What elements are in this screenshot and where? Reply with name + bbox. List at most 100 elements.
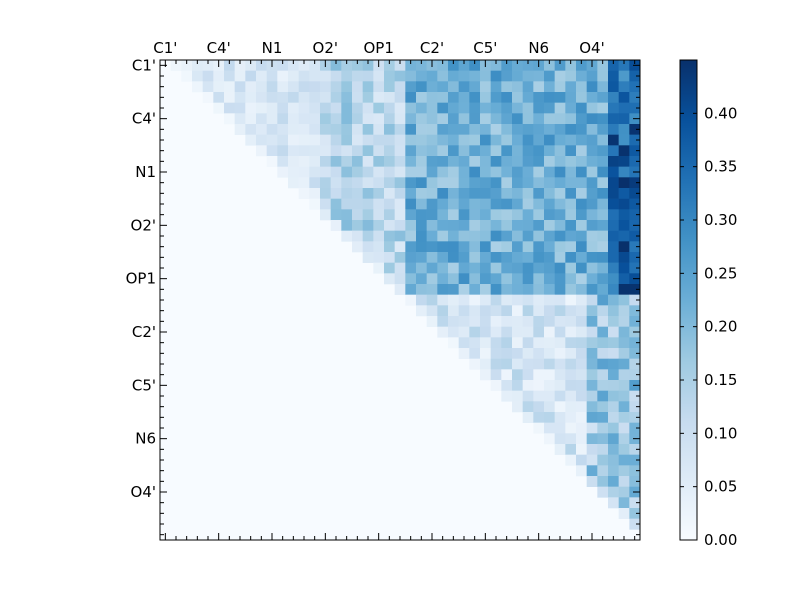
- heatmap-cell: [341, 166, 353, 178]
- heatmap-cell: [426, 241, 438, 253]
- heatmap-cell: [522, 70, 534, 82]
- heatmap-cell: [362, 156, 374, 167]
- heatmap-cell: [597, 70, 609, 82]
- heatmap-cell: [608, 273, 619, 285]
- heatmap-cell: [192, 81, 203, 93]
- heatmap-cell: [416, 113, 427, 125]
- heatmap-cell: [330, 92, 342, 103]
- heatmap-cell: [576, 422, 587, 434]
- heatmap-cell: [597, 92, 609, 103]
- heatmap-cell: [608, 220, 619, 231]
- heatmap-cell: [202, 92, 214, 103]
- heatmap-cell: [544, 337, 555, 349]
- heatmap-cell: [469, 134, 481, 146]
- heatmap-cell: [480, 209, 491, 221]
- heatmap-cell: [373, 134, 385, 146]
- heatmap-cell: [426, 102, 438, 114]
- heatmap-cell: [608, 70, 619, 82]
- heatmap-cell: [608, 358, 619, 370]
- y-tick-label: C4': [132, 110, 156, 128]
- heatmap-cell: [629, 124, 641, 135]
- heatmap-cell: [554, 230, 566, 242]
- heatmap-cell: [341, 70, 353, 82]
- heatmap-cell: [533, 145, 545, 157]
- heatmap-cell: [426, 220, 438, 231]
- heatmap-cell: [362, 60, 374, 71]
- heatmap-cell: [533, 81, 545, 93]
- heatmap-cell: [618, 454, 630, 466]
- heatmap-cell: [565, 326, 577, 338]
- heatmap-cell: [629, 134, 641, 146]
- heatmap-cell: [597, 145, 609, 157]
- heatmap-cell: [362, 92, 374, 103]
- heatmap-cell: [565, 177, 577, 189]
- heatmap-cell: [298, 102, 310, 114]
- heatmap-cell: [608, 422, 619, 434]
- heatmap-cell: [405, 92, 417, 103]
- heatmap-cell: [554, 70, 566, 82]
- heatmap-cell: [416, 220, 427, 231]
- heatmap-cell: [586, 465, 598, 477]
- heatmap-cell: [384, 252, 395, 263]
- heatmap-cell: [394, 273, 406, 285]
- heatmap-cell: [501, 294, 513, 306]
- heatmap-cell: [512, 156, 523, 167]
- heatmap-cell: [565, 188, 577, 199]
- heatmap-cell: [405, 262, 417, 274]
- heatmap-cell: [352, 134, 363, 146]
- heatmap-cell: [533, 369, 545, 381]
- heatmap-cell: [437, 220, 449, 231]
- heatmap-cell: [277, 134, 289, 146]
- heatmap-cell: [490, 113, 502, 125]
- heatmap-cell: [618, 145, 630, 157]
- heatmap-cell: [341, 188, 353, 199]
- heatmap-cell: [565, 369, 577, 381]
- heatmap-cell: [512, 230, 523, 242]
- heatmap-cell: [608, 294, 619, 306]
- heatmap-cell: [554, 102, 566, 114]
- heatmap-cell: [416, 262, 427, 274]
- heatmap-cell: [458, 316, 470, 327]
- heatmap-cell: [320, 113, 331, 125]
- heatmap-cell: [426, 284, 438, 295]
- heatmap-cell: [608, 390, 619, 402]
- heatmap-cell: [298, 177, 310, 189]
- heatmap-cell: [256, 124, 267, 135]
- heatmap-cell: [533, 358, 545, 370]
- heatmap-cell: [501, 369, 513, 381]
- heatmap-cell: [629, 209, 641, 221]
- heatmap-cell: [554, 198, 566, 210]
- heatmap-cell: [533, 134, 545, 146]
- heatmap-cell: [416, 294, 427, 306]
- heatmap-cell: [576, 284, 587, 295]
- heatmap-cell: [554, 145, 566, 157]
- heatmap-cell: [309, 60, 321, 71]
- heatmap-cell: [245, 70, 257, 82]
- heatmap-cell: [448, 198, 459, 210]
- heatmap-cell: [501, 390, 513, 402]
- heatmap-cell: [277, 156, 289, 167]
- heatmap-cell: [330, 198, 342, 210]
- heatmap-cell: [608, 113, 619, 125]
- heatmap-cell: [426, 113, 438, 125]
- heatmap-cell: [405, 230, 417, 242]
- heatmap-cell: [437, 113, 449, 125]
- heatmap-cell: [629, 348, 641, 359]
- heatmap-cell: [330, 134, 342, 146]
- heatmap-cell: [629, 369, 641, 381]
- heatmap-cell: [405, 166, 417, 178]
- heatmap-cell: [512, 102, 523, 114]
- heatmap-cell: [330, 156, 342, 167]
- heatmap-cell: [330, 102, 342, 114]
- heatmap-cell: [576, 358, 587, 370]
- heatmap-cell: [458, 102, 470, 114]
- heatmap-cell: [405, 294, 417, 306]
- heatmap-cell: [480, 369, 491, 381]
- heatmap-cell: [608, 188, 619, 199]
- heatmap-cell: [469, 220, 481, 231]
- heatmap-cell: [533, 230, 545, 242]
- heatmap-cell: [309, 188, 321, 199]
- x-tick-label: C2': [420, 39, 444, 57]
- heatmap-cell: [320, 124, 331, 135]
- heatmap-cell: [490, 241, 502, 253]
